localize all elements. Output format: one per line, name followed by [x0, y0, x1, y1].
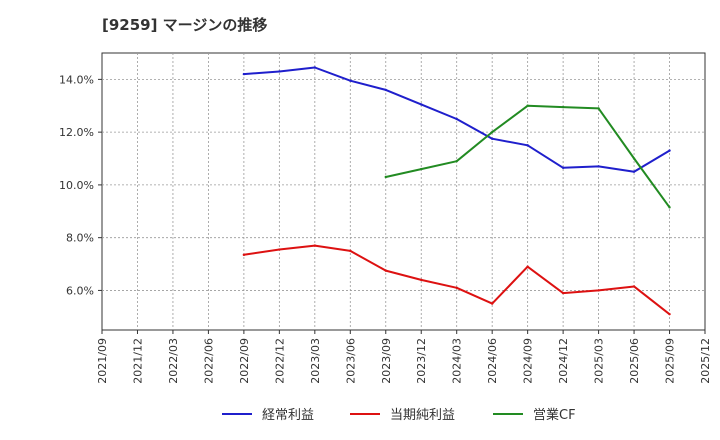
x-tick-label: 2021/09: [96, 338, 109, 384]
data-point: [490, 130, 494, 134]
x-tick-label: 2023/06: [344, 338, 357, 384]
data-point: [384, 269, 387, 272]
x-tick-label: 2024/06: [486, 338, 499, 384]
x-tick-label: 2024/09: [522, 338, 535, 384]
data-point: [278, 248, 281, 251]
data-point: [597, 289, 600, 292]
y-tick-label: 12.0%: [59, 126, 94, 139]
data-point: [278, 70, 281, 73]
y-tick-label: 10.0%: [59, 179, 94, 192]
x-axis: 2021/09 2021/12 2022/03 2022/06 2022/09 2022/…: [96, 330, 712, 384]
data-point: [561, 291, 565, 295]
data-point: [526, 144, 529, 147]
chart-title: [9259] マージンの推移: [102, 16, 268, 34]
plot-area: [101, 52, 706, 331]
data-point: [632, 157, 636, 160]
data-point: [420, 167, 423, 171]
data-point: [526, 104, 529, 107]
data-point: [313, 66, 317, 69]
x-tick-label: 2024/03: [451, 338, 464, 384]
legend-label: 当期純利益: [390, 408, 455, 423]
data-point: [242, 253, 246, 257]
data-point: [632, 170, 636, 173]
x-tick-label: 2023/03: [309, 338, 322, 384]
data-point: [313, 244, 317, 247]
data-point: [455, 159, 458, 163]
data-point: [349, 249, 352, 253]
x-tick-label: 2024/12: [557, 338, 570, 384]
legend-label: 営業CF: [533, 407, 576, 423]
data-point: [668, 312, 671, 316]
x-tick-label: 2021/12: [131, 338, 144, 384]
grid-lines: [102, 53, 705, 330]
data-point: [455, 286, 458, 289]
x-tick-label: 2025/06: [628, 338, 641, 384]
y-tick-label: 8.0%: [66, 232, 94, 245]
data-point: [526, 265, 529, 268]
data-point: [349, 79, 352, 82]
data-point: [561, 105, 565, 109]
x-tick-label: 2022/09: [238, 338, 251, 384]
x-tick-label: 2025/12: [699, 338, 712, 384]
data-point: [384, 175, 387, 179]
y-tick-label: 14.0%: [59, 73, 94, 86]
data-point: [561, 166, 565, 169]
x-tick-label: 2022/06: [202, 338, 215, 384]
data-point: [490, 137, 494, 140]
y-axis: 6.0% 8.0% 10.0% 12.0% 14.0%: [59, 73, 102, 297]
data-point: [420, 278, 423, 282]
data-point: [597, 165, 600, 168]
data-point: [420, 103, 423, 106]
legend-label: 経常利益: [262, 408, 314, 423]
data-point: [632, 285, 636, 288]
data-point: [668, 206, 671, 209]
x-tick-label: 2025/09: [664, 338, 677, 384]
series-lines: [242, 66, 671, 316]
y-tick-label: 6.0%: [66, 284, 94, 297]
x-tick-label: 2023/12: [415, 338, 428, 384]
x-tick-label: 2023/09: [380, 338, 393, 384]
x-tick-label: 2022/03: [167, 338, 180, 384]
legend: 経常利益 当期純利益 営業CF: [222, 407, 576, 423]
data-point: [384, 88, 387, 92]
data-point: [597, 107, 600, 110]
data-point: [242, 72, 246, 76]
data-point: [455, 117, 458, 121]
x-tick-label: 2022/12: [273, 338, 286, 384]
data-point: [668, 149, 671, 152]
x-tick-label: 2025/03: [593, 338, 606, 384]
data-point: [490, 302, 494, 305]
